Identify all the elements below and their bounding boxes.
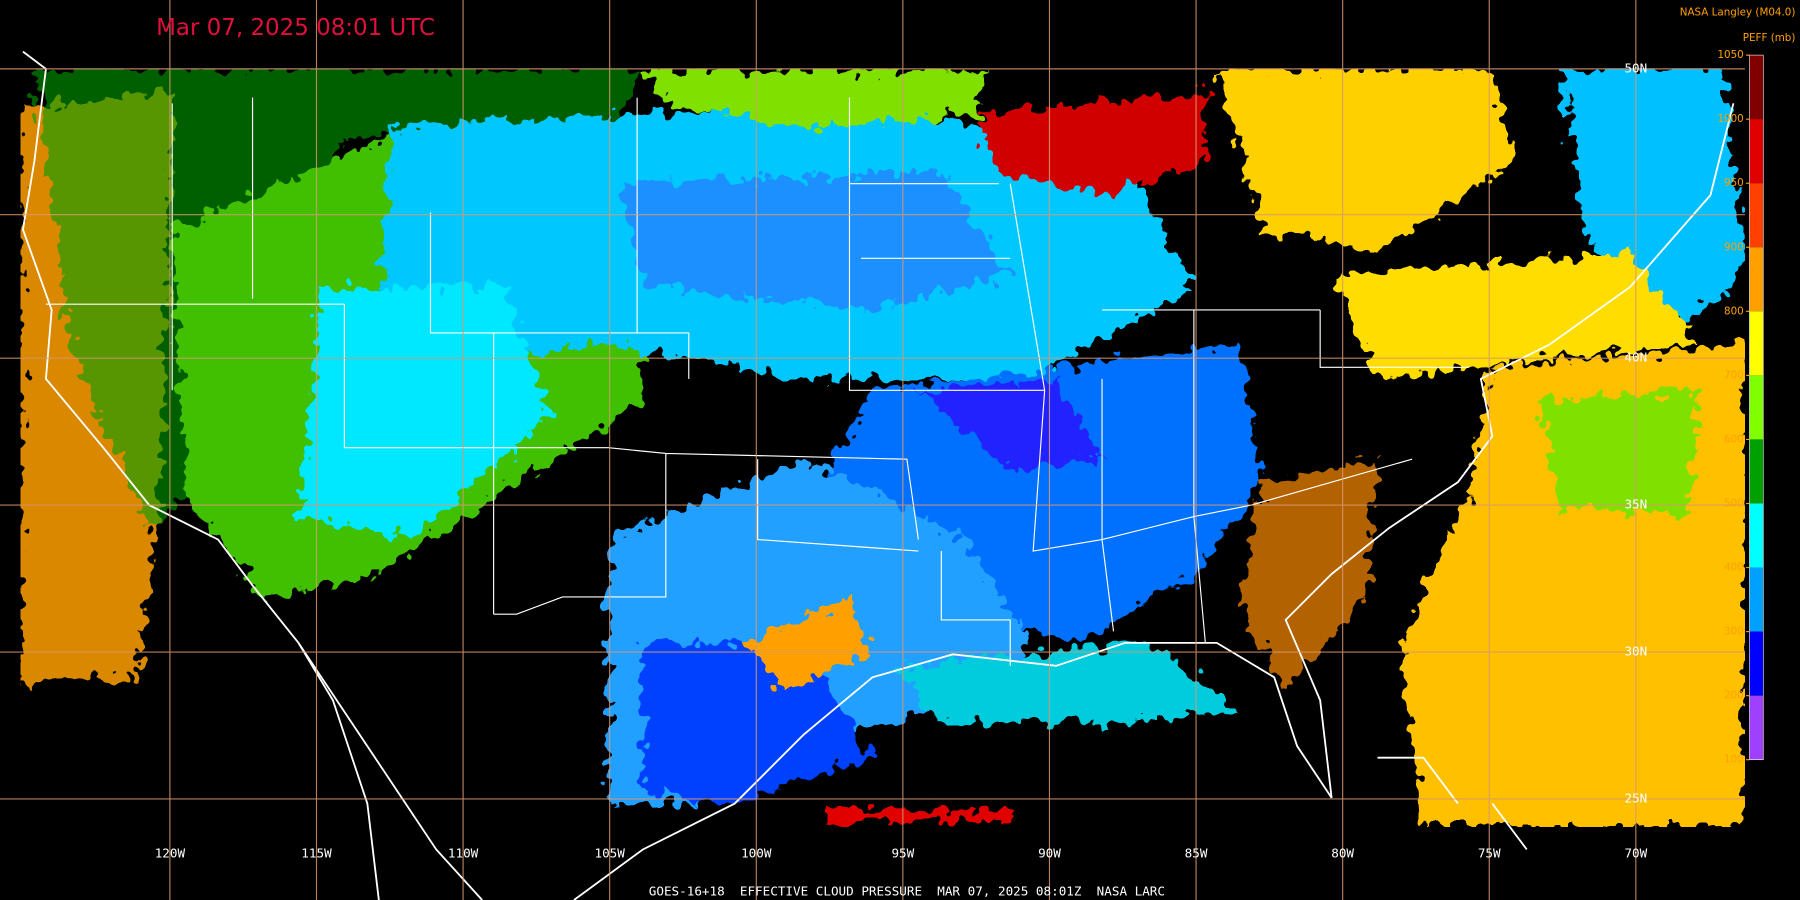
longitude-label: 115W — [301, 846, 332, 861]
longitude-label: 95W — [891, 846, 914, 861]
cloud-area — [918, 378, 1103, 471]
longitude-label: 105W — [594, 846, 625, 861]
colorbar-tick-label: 700 — [1724, 369, 1744, 381]
cloud-area — [826, 809, 1011, 822]
longitude-label: 70W — [1624, 846, 1647, 861]
colorbar-tick-label: 200 — [1724, 690, 1744, 702]
latitude-label: 50N — [1624, 60, 1647, 75]
colorbar-segment — [1749, 119, 1764, 184]
longitude-label: 75W — [1478, 846, 1501, 861]
latitude-label: 35N — [1624, 497, 1647, 512]
colorbar-segment — [1749, 439, 1764, 504]
cloud-area — [298, 286, 552, 540]
latitude-label: 25N — [1624, 790, 1647, 805]
cloud-area — [895, 642, 1240, 724]
longitude-label: 100W — [741, 846, 772, 861]
colorbar-tick-label: 1000 — [1717, 113, 1743, 125]
colorbar-frame — [1749, 54, 1764, 761]
colorbar-tick-label: 900 — [1724, 241, 1744, 253]
colorbar-tick-label: 800 — [1724, 305, 1744, 317]
colorbar-segment — [1749, 311, 1764, 376]
timestamp: Mar 07, 2025 08:01 UTC — [156, 15, 435, 41]
longitude-label: 80W — [1331, 846, 1354, 861]
latitude-label: 30N — [1624, 644, 1647, 659]
colorbar-segment — [1749, 503, 1764, 568]
colorbar-tick-label: 400 — [1724, 562, 1744, 574]
cloud-area — [975, 91, 1206, 196]
cloud-area — [1216, 68, 1516, 253]
latitude-label: 40N — [1624, 350, 1647, 365]
credit: NASA Langley (M04.0) — [1680, 7, 1796, 19]
cloud-area — [619, 172, 1011, 310]
colorbar-segment — [1749, 631, 1764, 696]
cloud-area — [746, 596, 873, 689]
colorbar-label: PEFF (mb) — [1743, 32, 1796, 44]
colorbar-tick-label: 600 — [1724, 433, 1744, 445]
colorbar-tick-label: 500 — [1724, 497, 1744, 509]
colorbar-segment — [1749, 55, 1764, 120]
coastline — [573, 103, 1735, 900]
cloud-area — [1331, 252, 1699, 379]
longitude-label: 120W — [155, 846, 186, 861]
state-borders — [45, 97, 1470, 666]
colorbar-tick-label: 100 — [1724, 754, 1744, 766]
colorbar-tick-label: 300 — [1724, 626, 1744, 638]
cloud-area — [642, 642, 873, 804]
colorbar-segment — [1749, 375, 1764, 440]
colorbar-segment — [1749, 567, 1764, 632]
cloud-area — [1561, 68, 1745, 345]
cloud-field — [20, 68, 1745, 827]
longitude-label: 110W — [448, 846, 479, 861]
colorbar-segment — [1749, 695, 1764, 760]
colorbar-tick-label: 950 — [1724, 177, 1744, 189]
coastline — [297, 642, 380, 900]
longitude-label: 90W — [1038, 846, 1061, 861]
state-border — [45, 97, 1470, 666]
colorbar-segment — [1749, 247, 1764, 312]
footer-caption: GOES-16+18 EFFECTIVE CLOUD PRESSURE MAR … — [649, 883, 1165, 898]
colorbar-segment — [1749, 183, 1764, 248]
cloud-area — [1538, 390, 1699, 517]
cloud-area — [642, 71, 988, 127]
graticule — [0, 0, 1745, 900]
longitude-label: 85W — [1185, 846, 1208, 861]
coastline — [1377, 756, 1528, 851]
colorbar-tick-label: 1050 — [1717, 49, 1743, 61]
